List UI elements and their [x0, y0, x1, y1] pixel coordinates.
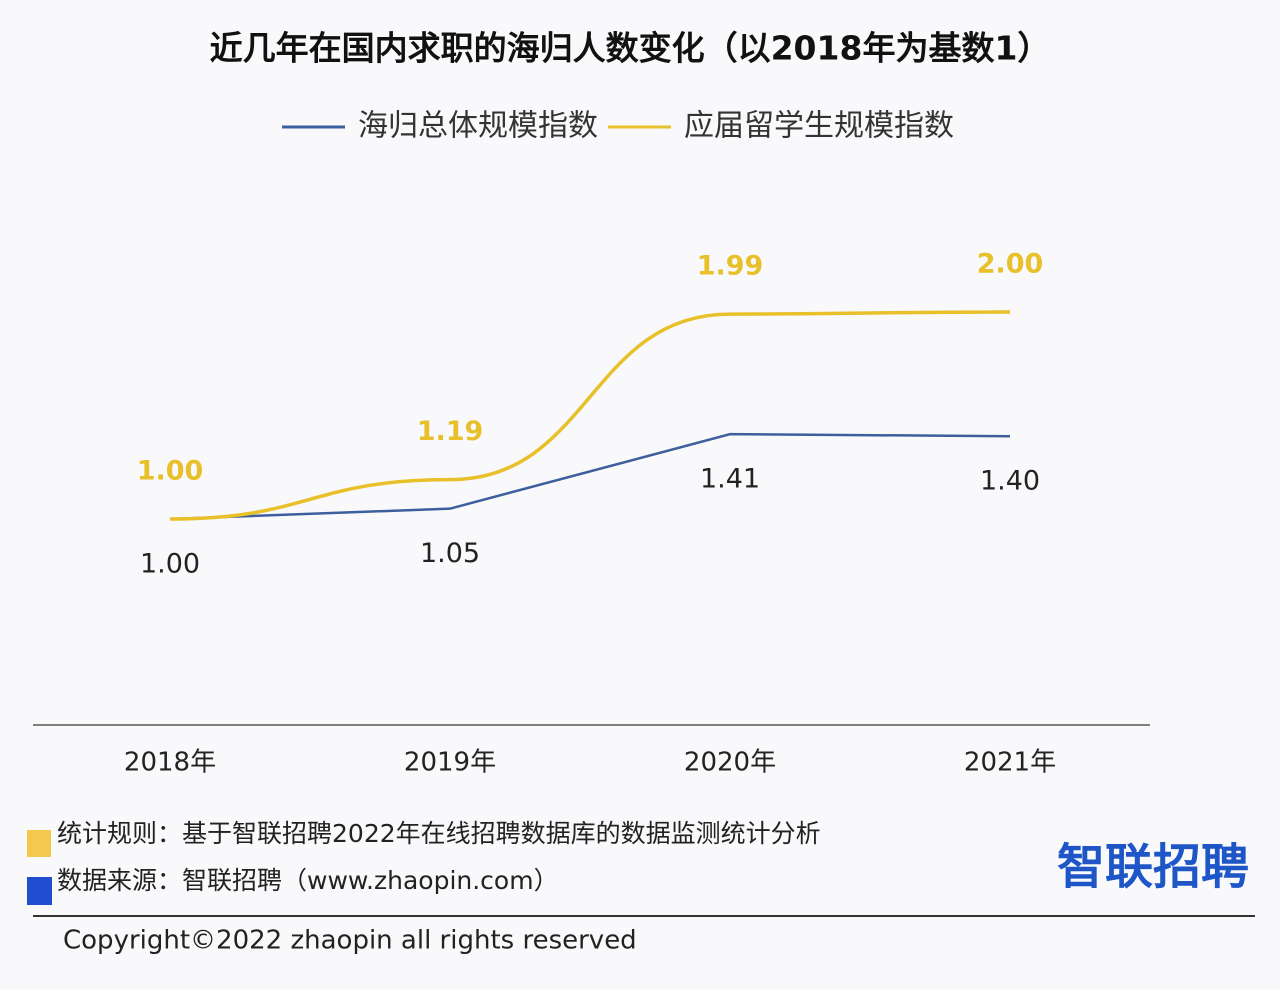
- data-label: 1.05: [420, 538, 480, 569]
- logo: 智联招聘: [1057, 839, 1249, 895]
- x-tick-label: 2021年: [964, 748, 1056, 778]
- rule-marker: [27, 830, 51, 857]
- source-note: 数据来源：智联招聘（www.zhaopin.com）: [57, 866, 559, 895]
- data-label: 1.00: [137, 456, 204, 487]
- data-label: 1.00: [140, 549, 200, 580]
- legend-label: 海归总体规模指数: [358, 109, 598, 144]
- data-label: 1.99: [697, 251, 764, 282]
- data-label: 1.41: [700, 464, 760, 495]
- source-marker: [27, 877, 52, 905]
- x-tick-label: 2020年: [684, 748, 776, 778]
- data-label: 1.40: [980, 466, 1040, 497]
- series-line: [169, 310, 1011, 521]
- x-tick-label: 2019年: [404, 748, 496, 778]
- data-label: 1.19: [417, 416, 484, 447]
- copyright: Copyright©2022 zhaopin all rights reserv…: [63, 926, 637, 956]
- x-tick-label: 2018年: [124, 748, 216, 778]
- rule-note: 统计规则：基于智联招聘2022年在线招聘数据库的数据监测统计分析: [57, 819, 821, 848]
- data-label: 2.00: [977, 249, 1044, 280]
- legend-label: 应届留学生规模指数: [684, 109, 954, 144]
- chart-title: 近几年在国内求职的海归人数变化（以2018年为基数1）: [210, 29, 1051, 68]
- series-line: [169, 432, 1011, 521]
